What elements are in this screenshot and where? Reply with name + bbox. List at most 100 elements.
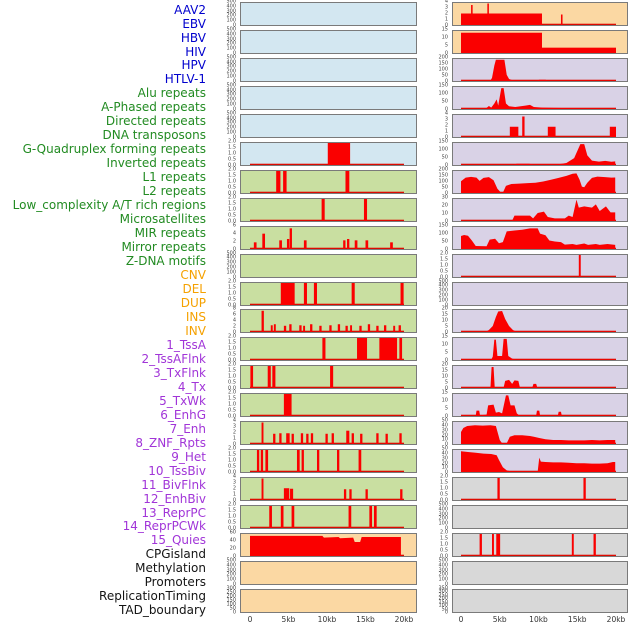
track-panel-CPGisland: 2.0 1.5 1.0 0.5 0.0 <box>418 473 628 504</box>
track-plot-area <box>240 588 417 613</box>
y-axis-ticks: 350 300 250 200 150 100 50 0 <box>438 585 448 616</box>
track-signal-svg <box>461 3 616 25</box>
track-panel-Low_complexity A/T rich regions: 2.0 1.5 1.0 0.5 0.0 <box>206 390 417 419</box>
track-plot-area <box>452 337 628 362</box>
track-label-MIR repeats: MIR repeats <box>134 226 206 241</box>
track-plot-area <box>240 421 417 446</box>
track-label-TAD_boundary: TAD_boundary <box>118 603 206 618</box>
x-axis-tick-label: 20kb <box>394 615 414 624</box>
x-axis-tick-label: 20kb <box>606 615 626 624</box>
track-signal-svg <box>461 339 616 361</box>
track-plot-area <box>452 197 628 222</box>
track-label-INS: INS <box>185 309 206 324</box>
y-axis-ticks: 500 400 300 200 100 0 <box>438 278 448 308</box>
track-labels-column: AAV2 EBV HBV HIV HPV HTLV-1 Alu repeats A-Phase… <box>0 0 206 630</box>
track-label-9_Het: 9_Het <box>171 449 206 464</box>
track-signal-svg <box>241 87 416 109</box>
track-plot-area <box>452 449 628 474</box>
x-axis-tick-label: 5kb <box>492 615 507 624</box>
track-plot-area <box>240 449 417 474</box>
track-label-HIV: HIV <box>185 44 206 59</box>
track-label-L1 repeats: L1 repeats <box>142 170 207 185</box>
y-axis-ticks: 500 400 300 200 100 0 <box>226 0 236 29</box>
track-label-HPV: HPV <box>181 58 206 73</box>
track-label-DUP: DUP <box>180 295 206 310</box>
track-plot-area <box>452 57 628 82</box>
track-signal-svg <box>461 173 616 193</box>
track-signal-svg <box>453 506 627 528</box>
track-signal-svg <box>461 451 616 473</box>
track-panel-Directed repeats: 6420 <box>206 223 417 252</box>
track-signal-svg <box>250 227 404 249</box>
track-signal-svg <box>241 3 416 25</box>
track-signal-svg <box>241 115 416 137</box>
track-panel-1_TssA: 200 150 100 50 0 <box>418 54 628 85</box>
y-axis-ticks: 2.0 1.5 1.0 0.5 0.0 <box>228 194 236 225</box>
y-axis-ticks: 2.0 1.5 1.0 0.5 0.0 <box>440 473 448 504</box>
y-axis-ticks: 2.0 1.5 1.0 0.5 0.0 <box>228 166 236 197</box>
track-panel-9_Het: 500 400 300 200 100 0 <box>418 278 628 308</box>
track-label-HTLV-1: HTLV-1 <box>164 72 206 87</box>
track-plot-area <box>240 561 417 585</box>
track-plot-area <box>240 113 417 138</box>
track-plot-area <box>240 505 417 530</box>
track-label-Alu repeats: Alu repeats <box>137 86 206 101</box>
track-signal-svg <box>461 395 616 417</box>
track-panel-AAV2: 500 400 300 200 100 0 <box>206 0 417 29</box>
track-plot-area <box>240 365 417 390</box>
track-panel-DUP: 300 250 200 150 100 50 0 <box>206 586 417 615</box>
track-label-1_TssA: 1_TssA <box>166 337 206 352</box>
track-panel-Mirror repeats: 43210 <box>206 473 417 504</box>
track-signal-svg <box>241 562 416 584</box>
track-panel-TAD_boundary: 350 300 250 200 150 100 50 0 <box>418 585 628 616</box>
track-label-13_ReprPC: 13_ReprPC <box>141 505 206 520</box>
track-label-6_EnhG: 6_EnhG <box>160 407 206 422</box>
track-panel-12_EnhBiv: 20 15 10 5 0 <box>418 362 628 391</box>
track-plot-area <box>452 113 628 138</box>
track-label-12_EnhBiv: 12_EnhBiv <box>143 491 206 506</box>
track-plot-area <box>452 309 628 334</box>
track-label-14_ReprPCWk: 14_ReprPCWk <box>122 519 206 534</box>
track-label-A-Phased repeats: A-Phased repeats <box>101 100 206 115</box>
track-label-G-Quadruplex forming repeats: G-Quadruplex forming repeats <box>22 142 206 157</box>
track-signal-svg <box>250 338 404 361</box>
track-signal-svg <box>250 142 404 165</box>
track-plot-area <box>240 533 417 558</box>
track-panel-Methylation: 500 400 300 200 100 0 <box>418 502 628 531</box>
track-plot-area <box>240 477 417 502</box>
y-axis-ticks: 15 10 5 0 <box>441 26 448 57</box>
track-signal-svg <box>461 227 616 249</box>
track-panel-HIV: 500 400 300 200 100 0 <box>206 83 417 112</box>
track-plot-area <box>452 281 628 306</box>
y-axis-ticks: 150 100 50 0 <box>438 82 448 113</box>
track-signal-svg <box>241 59 416 81</box>
track-plot-area <box>240 225 417 250</box>
track-plot-area <box>240 29 417 54</box>
track-plot-area <box>452 421 628 446</box>
track-panel-L1 repeats: 2.0 1.5 1.0 0.5 0.0 <box>206 334 417 363</box>
y-axis-ticks: 500 400 300 200 100 0 <box>226 54 236 85</box>
track-signal-svg <box>250 394 404 417</box>
track-panel-2_TssAFlnk: 150 100 50 0 <box>418 82 628 113</box>
y-axis-ticks: 50 40 30 20 10 0 <box>441 445 448 476</box>
track-plot-area <box>240 57 417 82</box>
y-axis-ticks: 200 150 100 50 0 <box>438 54 448 85</box>
track-signal-svg <box>461 32 616 53</box>
track-signal-svg <box>461 311 616 333</box>
track-panel-L2 repeats: 2.0 1.5 1.0 0.5 0.0 <box>206 362 417 391</box>
track-panel-HPV: 500 400 300 200 100 0 <box>206 111 417 140</box>
track-panel-11_BivFlnk: 15 10 5 0 <box>418 334 628 363</box>
track-label-Methylation: Methylation <box>135 561 206 576</box>
track-plot-area <box>452 253 628 278</box>
track-label-5_TxWk: 5_TxWk <box>159 393 206 408</box>
track-panel-Alu repeats: 2.0 1.5 1.0 0.5 0.0 <box>206 166 417 197</box>
track-signal-svg <box>250 506 404 529</box>
track-panel-6_EnhG: 30 20 10 0 <box>418 195 628 224</box>
track-plot-area <box>240 253 417 278</box>
track-signal-svg <box>461 199 616 221</box>
track-plot-area <box>452 141 628 166</box>
